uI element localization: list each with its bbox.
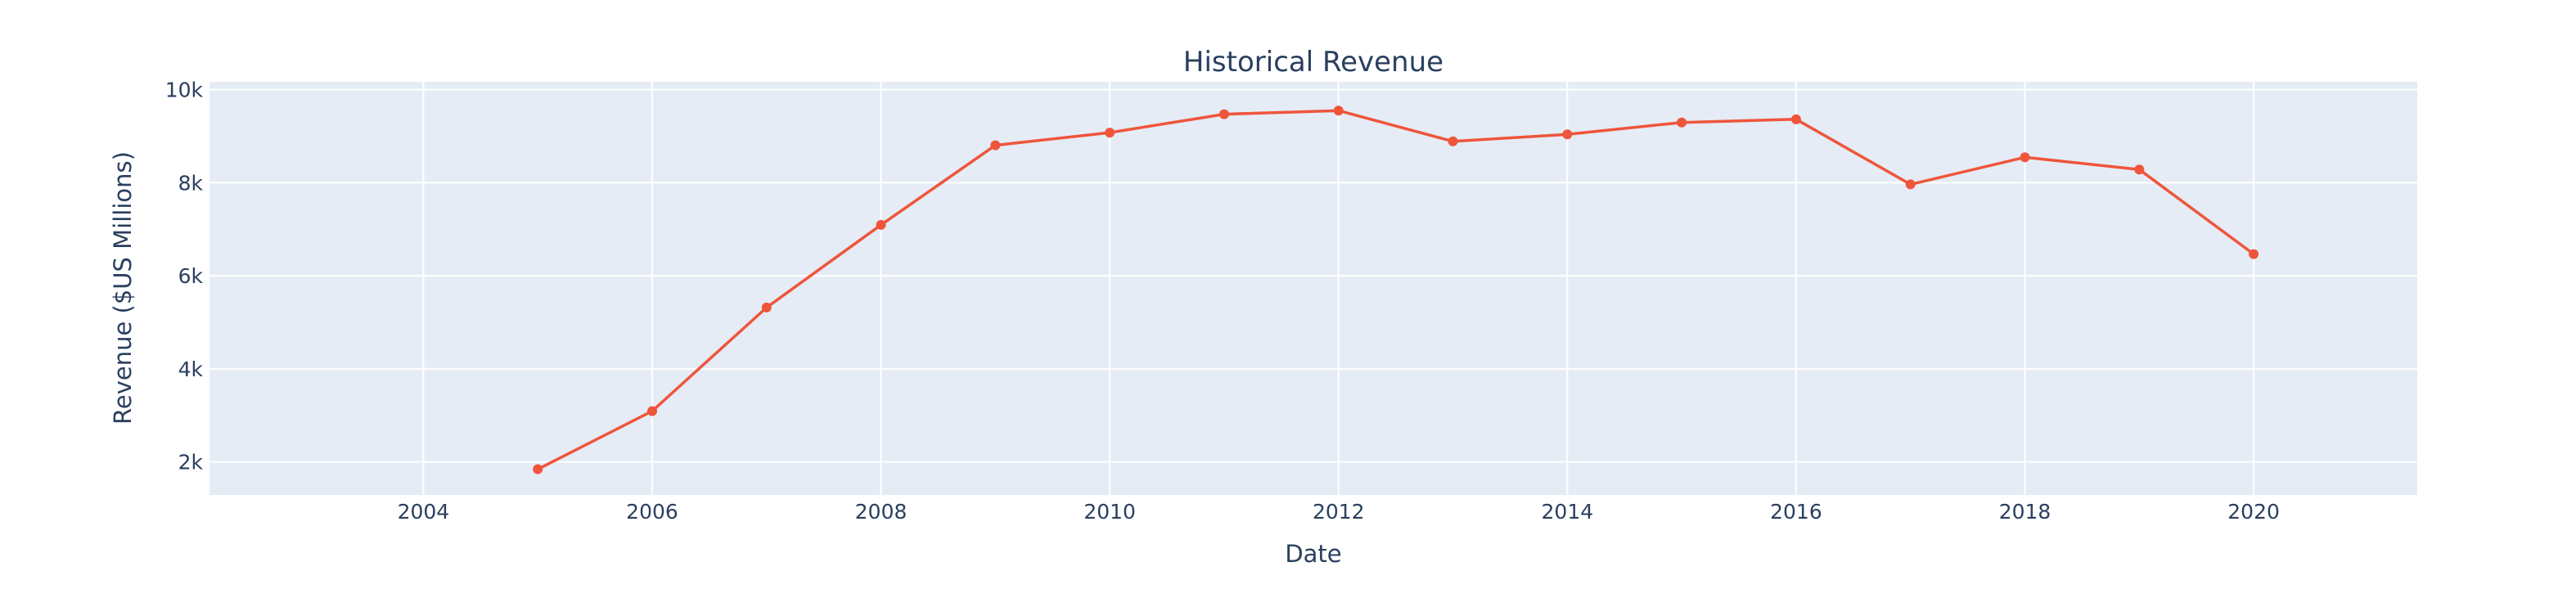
data-point [533,464,543,474]
y-tick-label: 10k [165,79,204,102]
data-point [990,140,1001,151]
x-tick-label: 2004 [398,500,450,524]
data-point [1790,114,1801,124]
x-tick-label: 2014 [1542,500,1594,524]
data-point [1905,179,1916,190]
data-point [1333,106,1344,116]
x-tick-label: 2008 [855,500,907,524]
series-line [537,109,2255,471]
y-axis-title: Revenue ($US Millions) [109,151,137,425]
data-point [761,302,772,312]
y-tick-label: 8k [178,171,204,195]
plot-background [209,82,2417,495]
data-point [646,406,657,416]
data-point [2249,249,2259,259]
axis-ticks: 2004 2006 2008 2010 2012 2014 2016 2018 2020 2k 4k… [165,79,2280,524]
series-layer [533,106,2259,474]
x-tick-label: 2016 [1770,500,1822,524]
y-tick-label: 6k [178,264,204,288]
data-point [1218,109,1229,119]
x-axis-title: Date [1285,540,1341,568]
chart-title: Historical Revenue [1183,46,1443,79]
data-point [1105,128,1115,138]
y-tick-label: 2k [178,451,204,474]
x-tick-label: 2018 [1999,500,2051,524]
grid-lines [209,82,2417,495]
data-point [1677,117,1687,128]
x-tick-label: 2020 [2227,500,2280,524]
data-point [2020,152,2030,163]
x-tick-label: 2012 [1313,500,1365,524]
data-point [2134,164,2145,175]
data-point [876,219,886,230]
data-point [1562,129,1573,140]
x-tick-label: 2010 [1083,500,1136,524]
data-point [1448,136,1458,146]
y-tick-label: 4k [178,357,204,381]
x-tick-label: 2006 [626,500,678,524]
